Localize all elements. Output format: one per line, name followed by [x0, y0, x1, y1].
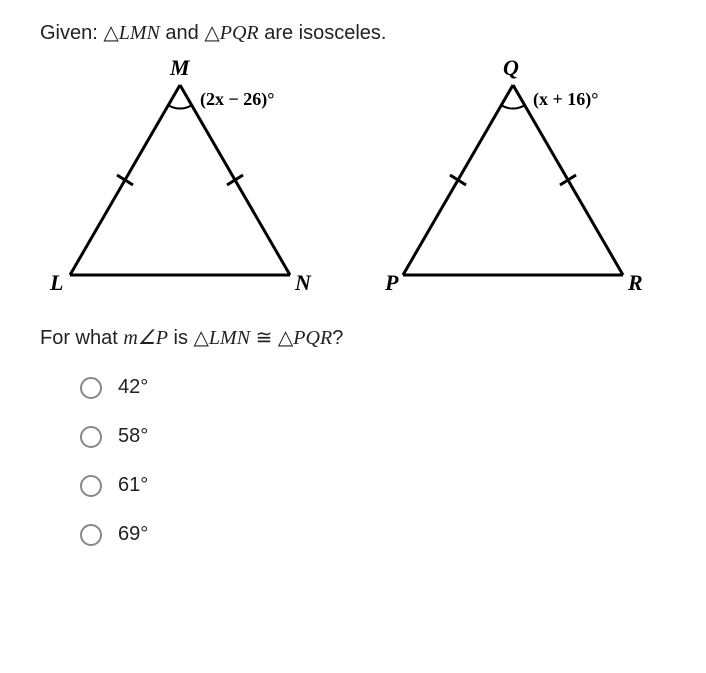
angle-arc-m — [168, 105, 192, 109]
vertex-p-label: P — [384, 270, 399, 295]
tri2-name: PQR — [220, 22, 259, 44]
triangle-symbol: △ — [204, 20, 219, 45]
q-tri2: PQR — [293, 327, 332, 349]
given-prefix: Given: — [40, 22, 103, 44]
given-mid: and — [160, 22, 204, 44]
option-row[interactable]: 61° — [80, 474, 666, 497]
angle-m-expr: (2x − 26)° — [200, 89, 274, 110]
options-group: 42° 58° 61° 69° — [80, 376, 666, 546]
triangle-pqr: Q P R (x + 16)° — [373, 55, 666, 305]
radio-icon[interactable] — [80, 426, 102, 448]
triangle-symbol: △ — [278, 325, 293, 350]
tick-lm — [117, 175, 133, 185]
radio-icon[interactable] — [80, 475, 102, 497]
option-row[interactable]: 69° — [80, 523, 666, 546]
q-mid: is — [168, 327, 194, 349]
q-cong: ≅ — [250, 327, 278, 349]
triangle-symbol: △ — [194, 325, 209, 350]
angle-q-expr: (x + 16)° — [533, 89, 598, 110]
radio-icon[interactable] — [80, 377, 102, 399]
triangle-lmn: M L N (2x − 26)° — [40, 55, 333, 305]
tick-pq — [450, 175, 466, 185]
vertex-m-label: M — [169, 55, 191, 80]
radio-icon[interactable] — [80, 524, 102, 546]
option-label: 69° — [118, 523, 148, 546]
option-row[interactable]: 42° — [80, 376, 666, 399]
q-suffix: ? — [332, 327, 343, 349]
vertex-q-label: Q — [503, 55, 519, 80]
given-suffix: are isosceles. — [259, 22, 387, 44]
option-label: 58° — [118, 425, 148, 448]
vertex-l-label: L — [49, 270, 63, 295]
q-tri1: LMN — [209, 327, 250, 349]
tick-qr — [560, 175, 576, 185]
triangle-symbol: △ — [103, 20, 118, 45]
vertex-n-label: N — [294, 270, 312, 295]
option-label: 61° — [118, 474, 148, 497]
angle-arc-q — [501, 105, 525, 109]
option-row[interactable]: 58° — [80, 425, 666, 448]
diagram-row: M L N (2x − 26)° Q P R (x + 16)° — [40, 55, 666, 305]
tick-mn — [227, 175, 243, 185]
question-text: For what m∠P is △LMN ≅ △PQR? — [40, 325, 666, 350]
tri1-name: LMN — [119, 22, 160, 44]
q-mangle: m∠P — [123, 327, 168, 349]
vertex-r-label: R — [627, 270, 643, 295]
option-label: 42° — [118, 376, 148, 399]
given-statement: Given: △LMN and △PQR are isosceles. — [40, 20, 666, 45]
q-prefix: For what — [40, 327, 123, 349]
